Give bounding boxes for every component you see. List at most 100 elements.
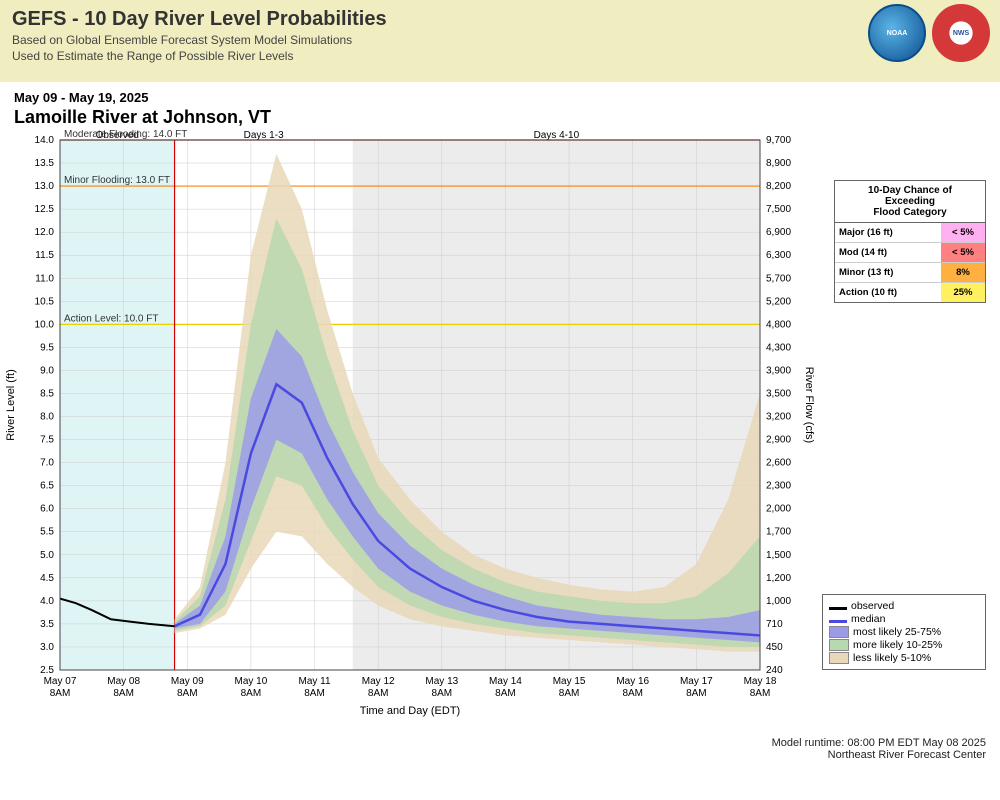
svg-text:4.0: 4.0 xyxy=(40,596,54,607)
legend-item: median xyxy=(829,613,979,625)
svg-text:8AM: 8AM xyxy=(368,688,389,699)
svg-text:8AM: 8AM xyxy=(432,688,453,699)
svg-text:May 09: May 09 xyxy=(171,676,204,687)
svg-text:May 12: May 12 xyxy=(362,676,395,687)
location-title: Lamoille River at Johnson, VT xyxy=(14,107,986,128)
svg-text:3.5: 3.5 xyxy=(40,619,54,630)
svg-text:8AM: 8AM xyxy=(177,688,198,699)
header-sub1: Based on Global Ensemble Forecast System… xyxy=(12,33,988,47)
svg-text:9.0: 9.0 xyxy=(40,365,54,376)
prob-row: Mod (14 ft)< 5% xyxy=(835,242,985,262)
svg-text:Moderate Flooding: 14.0 FT: Moderate Flooding: 14.0 FT xyxy=(64,130,187,140)
svg-text:6,300: 6,300 xyxy=(766,250,791,261)
svg-text:8.5: 8.5 xyxy=(40,388,54,399)
prob-table-head: 10-Day Chance of Exceeding Flood Categor… xyxy=(835,181,985,223)
svg-text:4,300: 4,300 xyxy=(766,342,791,353)
logo-group: NOAA NWS xyxy=(868,4,990,62)
svg-text:10.0: 10.0 xyxy=(35,319,55,330)
svg-text:6,900: 6,900 xyxy=(766,227,791,238)
svg-text:May 18: May 18 xyxy=(744,676,777,687)
svg-text:8,900: 8,900 xyxy=(766,158,791,169)
svg-text:1,700: 1,700 xyxy=(766,527,791,538)
svg-text:12.0: 12.0 xyxy=(35,227,55,238)
svg-text:10.5: 10.5 xyxy=(35,296,55,307)
noaa-logo-icon: NOAA xyxy=(868,4,926,62)
svg-text:2,900: 2,900 xyxy=(766,435,791,446)
svg-text:7,500: 7,500 xyxy=(766,204,791,215)
svg-text:8AM: 8AM xyxy=(50,688,71,699)
chart-legend: observedmedianmost likely 25-75%more lik… xyxy=(822,594,986,670)
svg-text:1,200: 1,200 xyxy=(766,573,791,584)
svg-text:11.0: 11.0 xyxy=(35,273,54,284)
svg-text:May 17: May 17 xyxy=(680,676,713,687)
svg-text:9,700: 9,700 xyxy=(766,135,791,146)
svg-text:2,000: 2,000 xyxy=(766,504,791,515)
svg-text:May 15: May 15 xyxy=(553,676,586,687)
date-range: May 09 - May 19, 2025 xyxy=(14,90,986,105)
svg-text:1,500: 1,500 xyxy=(766,550,791,561)
forecast-center: Northeast River Forecast Center xyxy=(14,749,986,761)
svg-text:5.5: 5.5 xyxy=(40,527,54,538)
svg-text:Days 1-3: Days 1-3 xyxy=(244,130,284,141)
svg-text:450: 450 xyxy=(766,642,783,653)
svg-text:May 14: May 14 xyxy=(489,676,522,687)
svg-text:6.0: 6.0 xyxy=(40,504,54,515)
svg-text:9.5: 9.5 xyxy=(40,342,54,353)
svg-text:710: 710 xyxy=(766,619,783,630)
svg-text:Minor Flooding: 13.0 FT: Minor Flooding: 13.0 FT xyxy=(64,175,170,186)
probability-table: 10-Day Chance of Exceeding Flood Categor… xyxy=(834,180,986,303)
svg-text:Time and Day (EDT): Time and Day (EDT) xyxy=(360,705,460,717)
svg-text:7.0: 7.0 xyxy=(40,458,54,469)
svg-text:8AM: 8AM xyxy=(495,688,516,699)
svg-text:May 11: May 11 xyxy=(299,676,331,687)
svg-text:5.0: 5.0 xyxy=(40,550,54,561)
svg-text:8AM: 8AM xyxy=(304,688,325,699)
svg-text:May 16: May 16 xyxy=(616,676,649,687)
footer: Model runtime: 08:00 PM EDT May 08 2025 … xyxy=(0,735,1000,763)
svg-text:5,700: 5,700 xyxy=(766,273,791,284)
svg-text:12.5: 12.5 xyxy=(35,204,55,215)
legend-item: more likely 10-25% xyxy=(829,639,979,651)
svg-text:3,500: 3,500 xyxy=(766,388,791,399)
page-title: GEFS - 10 Day River Level Probabilities xyxy=(12,8,988,31)
svg-text:13.0: 13.0 xyxy=(35,181,55,192)
svg-text:8AM: 8AM xyxy=(750,688,771,699)
page-header: GEFS - 10 Day River Level Probabilities … xyxy=(0,0,1000,82)
svg-text:8.0: 8.0 xyxy=(40,412,54,423)
legend-item: most likely 25-75% xyxy=(829,626,979,638)
svg-text:4.5: 4.5 xyxy=(40,573,54,584)
header-sub2: Used to Estimate the Range of Possible R… xyxy=(12,49,988,63)
model-runtime: Model runtime: 08:00 PM EDT May 08 2025 xyxy=(14,737,986,749)
svg-text:2,600: 2,600 xyxy=(766,458,791,469)
svg-text:3.0: 3.0 xyxy=(40,642,54,653)
svg-text:3,900: 3,900 xyxy=(766,365,791,376)
legend-item: less likely 5-10% xyxy=(829,652,979,664)
svg-text:May 07: May 07 xyxy=(44,676,77,687)
svg-text:3,200: 3,200 xyxy=(766,412,791,423)
svg-text:8AM: 8AM xyxy=(113,688,134,699)
svg-text:May 10: May 10 xyxy=(235,676,268,687)
svg-text:Days 4-10: Days 4-10 xyxy=(534,130,580,141)
svg-text:11.5: 11.5 xyxy=(35,250,54,261)
svg-text:2.5: 2.5 xyxy=(40,665,54,676)
svg-text:5,200: 5,200 xyxy=(766,296,791,307)
svg-text:8,200: 8,200 xyxy=(766,181,791,192)
svg-text:Action Level: 10.0 FT: Action Level: 10.0 FT xyxy=(64,313,159,324)
svg-text:May 13: May 13 xyxy=(425,676,458,687)
svg-text:8AM: 8AM xyxy=(241,688,262,699)
prob-row: Major (16 ft)< 5% xyxy=(835,223,985,242)
svg-text:8AM: 8AM xyxy=(559,688,580,699)
svg-text:2,300: 2,300 xyxy=(766,481,791,492)
nws-logo-icon: NWS xyxy=(932,4,990,62)
svg-text:13.5: 13.5 xyxy=(35,158,55,169)
legend-item: observed xyxy=(829,600,979,612)
svg-text:River Flow (cfs): River Flow (cfs) xyxy=(803,367,815,443)
svg-text:14.0: 14.0 xyxy=(35,135,55,146)
svg-text:8AM: 8AM xyxy=(622,688,643,699)
prob-row: Minor (13 ft)8% xyxy=(835,262,985,282)
svg-text:6.5: 6.5 xyxy=(40,481,54,492)
svg-text:May 08: May 08 xyxy=(107,676,140,687)
title-block: May 09 - May 19, 2025 Lamoille River at … xyxy=(0,82,1000,130)
svg-text:River Level (ft): River Level (ft) xyxy=(5,369,17,441)
svg-text:7.5: 7.5 xyxy=(40,435,54,446)
